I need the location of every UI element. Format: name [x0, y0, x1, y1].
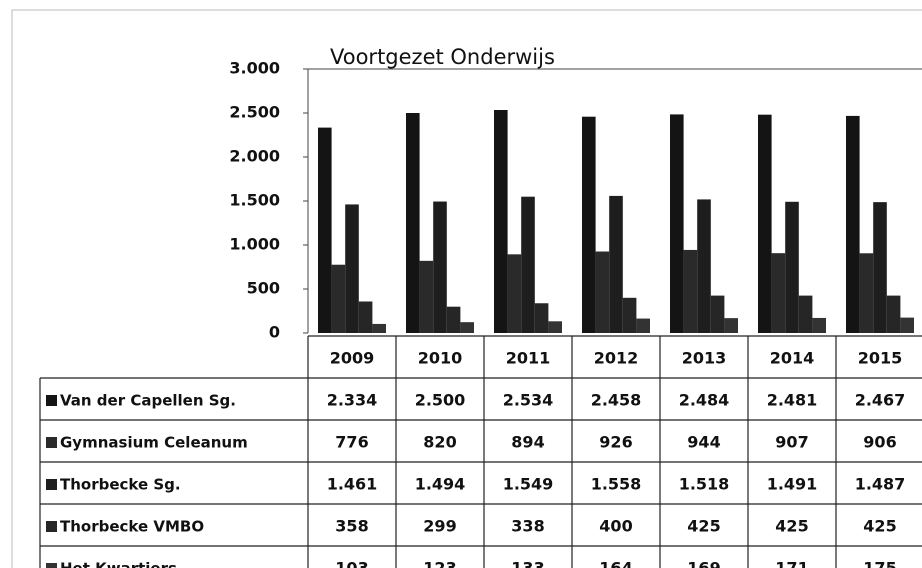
table-value: 944: [687, 433, 720, 452]
table-value: 358: [335, 517, 368, 536]
bar: [798, 295, 813, 333]
table-value: 2.500: [415, 391, 466, 410]
legend-label: Thorbecke Sg.: [60, 476, 181, 494]
bar: [886, 295, 901, 333]
table-value: 2.458: [591, 391, 642, 410]
table-value: 2.467: [855, 391, 906, 410]
table-value: 907: [775, 433, 808, 452]
table-value: 1.461: [327, 475, 378, 494]
table-value: 299: [423, 517, 456, 536]
bar: [372, 323, 386, 333]
table-value: 1.518: [679, 475, 730, 494]
bar: [534, 303, 549, 333]
table-value: 906: [863, 433, 896, 452]
bar: [507, 254, 522, 333]
legend-label: Thorbecke VMBO: [60, 518, 204, 536]
table-value: 425: [863, 517, 896, 536]
table-value: 169: [687, 559, 720, 568]
bar: [697, 199, 711, 333]
bar: [859, 253, 874, 333]
table-value: 2.481: [767, 391, 818, 410]
y-tick-label: 0: [269, 323, 280, 342]
table-value: 175: [863, 559, 896, 568]
bar: [419, 260, 434, 333]
x-tick-label: 2014: [770, 349, 815, 368]
bar: [758, 114, 772, 333]
table-value: 400: [599, 517, 632, 536]
legend-label: Het Kwartiers: [60, 560, 177, 568]
legend-marker: [46, 521, 57, 532]
table-value: 1.549: [503, 475, 554, 494]
bar: [873, 202, 887, 333]
table-value: 776: [335, 433, 368, 452]
bar: [494, 110, 508, 334]
table-value: 926: [599, 433, 632, 452]
table-value: 1.491: [767, 475, 818, 494]
table-value: 1.494: [415, 475, 466, 494]
bar: [771, 253, 786, 333]
table-value: 2.484: [679, 391, 730, 410]
table-value: 171: [775, 559, 808, 568]
y-tick-label: 1.500: [229, 191, 280, 210]
legend-label: Van der Capellen Sg.: [60, 392, 236, 410]
y-tick-label: 500: [247, 279, 280, 298]
legend-marker: [46, 437, 57, 448]
table-value: 2.334: [327, 391, 378, 410]
table-value: 338: [511, 517, 544, 536]
table-value: 1.487: [855, 475, 906, 494]
bar: [460, 322, 474, 333]
bar: [582, 116, 596, 333]
bar: [358, 301, 373, 333]
table-value: 425: [687, 517, 720, 536]
table-value: 2.534: [503, 391, 554, 410]
legend-marker: [46, 479, 57, 490]
bar: [548, 321, 562, 333]
x-tick-label: 2012: [594, 349, 639, 368]
bar: [446, 306, 461, 333]
bar: [785, 201, 799, 333]
table-value: 103: [335, 559, 368, 568]
bar: [406, 113, 420, 333]
chart-title: Voortgezet Onderwijs: [330, 45, 555, 69]
bar: [670, 114, 684, 334]
legend-marker: [46, 395, 57, 406]
bar: [521, 196, 535, 333]
table-value: 1.558: [591, 475, 642, 494]
y-tick-label: 2.000: [229, 147, 280, 166]
x-tick-label: 2011: [506, 349, 551, 368]
bar: [710, 295, 725, 333]
y-tick-label: 3.000: [229, 59, 280, 78]
y-tick-label: 1.000: [229, 235, 280, 254]
bar: [900, 317, 914, 333]
x-tick-label: 2009: [330, 349, 375, 368]
legend-marker: [46, 563, 57, 568]
table-value: 425: [775, 517, 808, 536]
bar: [318, 127, 332, 333]
table-value: 820: [423, 433, 456, 452]
table-value: 164: [599, 559, 632, 568]
x-tick-label: 2013: [682, 349, 727, 368]
bar: [724, 318, 738, 333]
y-tick-label: 2.500: [229, 103, 280, 122]
bar: [331, 264, 346, 333]
x-tick-label: 2010: [418, 349, 463, 368]
chart-frame: [11, 9, 922, 568]
bar: [622, 297, 637, 333]
bar: [433, 201, 447, 333]
bar: [595, 251, 610, 333]
table-value: 123: [423, 559, 456, 568]
table-value: 894: [511, 433, 544, 452]
bar: [812, 317, 826, 333]
bar: [846, 115, 860, 334]
bar: [345, 204, 359, 333]
bar: [683, 249, 698, 333]
bar: [609, 195, 623, 333]
table-value: 133: [511, 559, 544, 568]
legend-label: Gymnasium Celeanum: [60, 434, 248, 452]
bar: [636, 318, 650, 333]
x-tick-label: 2015: [858, 349, 903, 368]
